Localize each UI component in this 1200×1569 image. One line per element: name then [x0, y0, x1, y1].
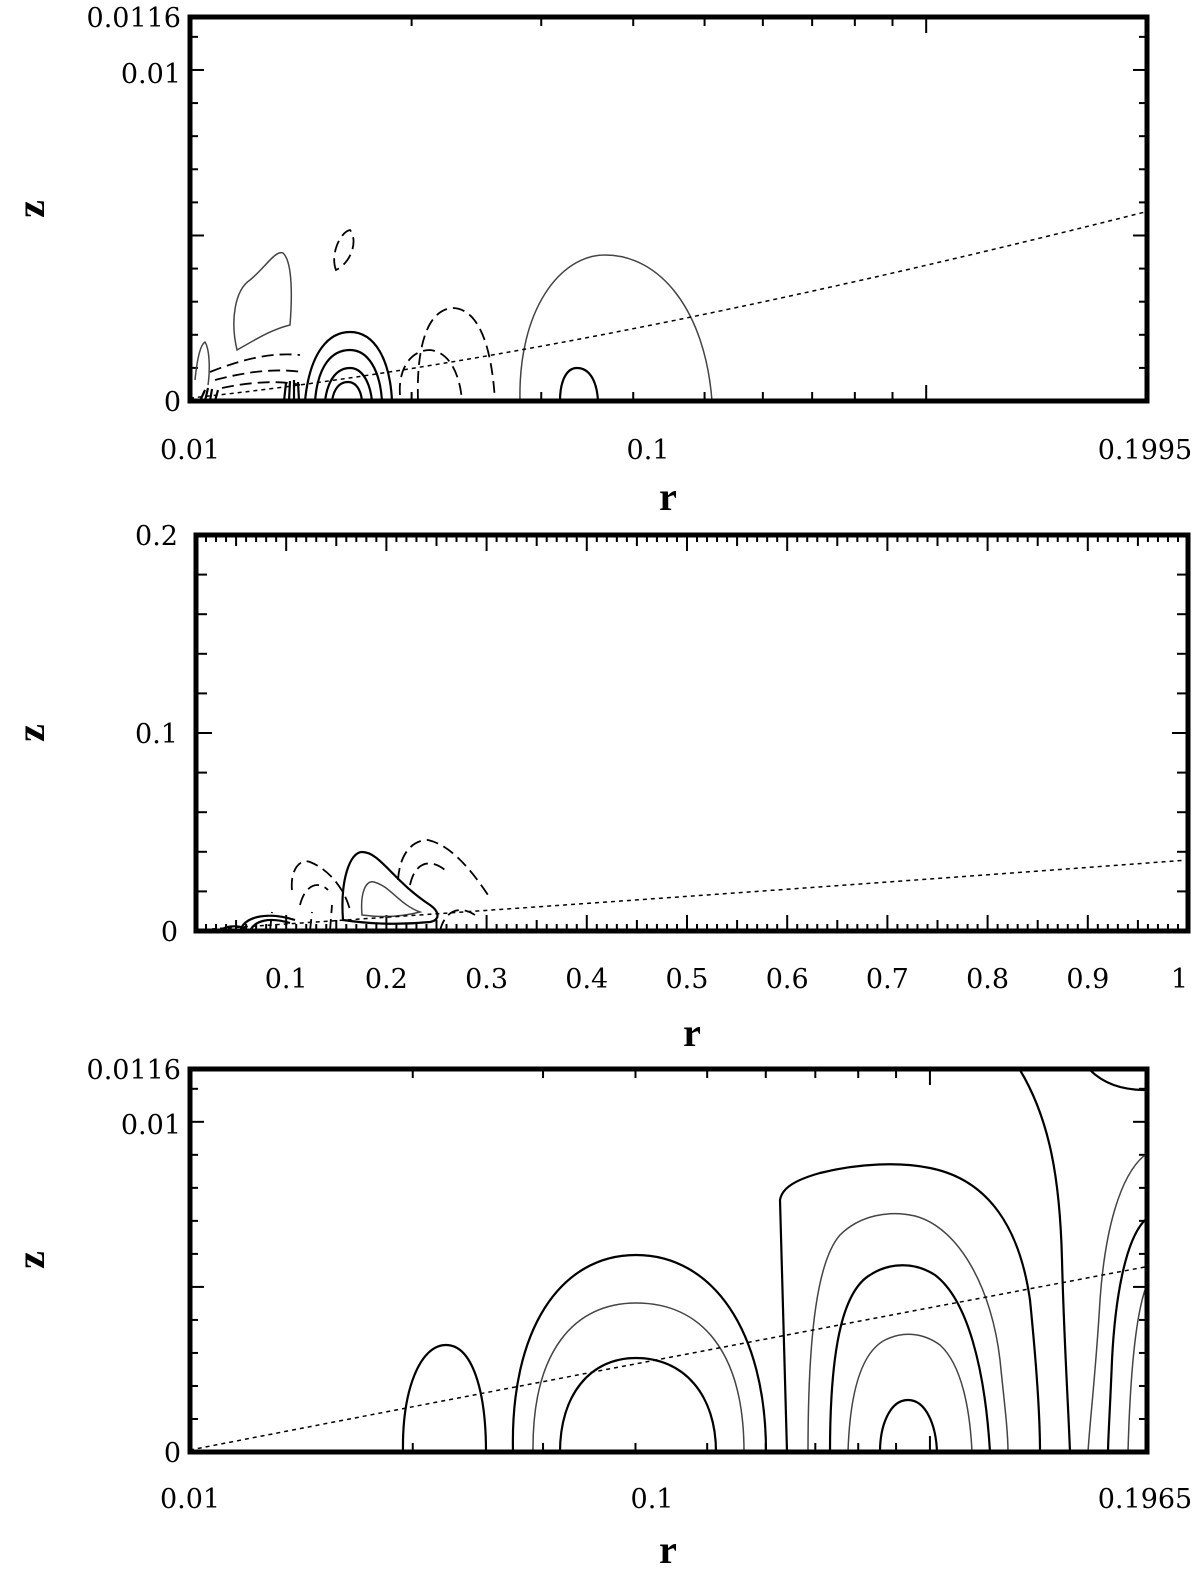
- contour-line: [1089, 1069, 1146, 1092]
- contour-line: [1106, 1219, 1146, 1453]
- y-tick-label-0: 0: [164, 1438, 181, 1469]
- contour-line: [511, 1253, 768, 1453]
- contour-line: [398, 349, 463, 402]
- x-tick-label: 0.4: [565, 964, 608, 995]
- contour-line: [209, 353, 301, 373]
- y-axis-title: z: [8, 200, 53, 218]
- y-tick-label-0.0116: 0.0116: [87, 1055, 181, 1086]
- contour-line: [1087, 1154, 1146, 1453]
- panel-3-contours: [189, 1069, 1146, 1453]
- y-axis-title: z: [8, 724, 53, 742]
- panel-2-x-tick-labels: 0.1 0.2 0.3 0.4 0.5 0.6 0.7 0.8 0.9 1: [265, 964, 1188, 995]
- contour-line: [341, 850, 439, 925]
- y-tick-label-0.1: 0.1: [135, 719, 178, 750]
- panel-2: 0.2 0.1 0 0.1 0.2 0.3 0.4 0.5 0.6 0.7 0.8 0.9 1 r…: [8, 521, 1191, 1055]
- y-axis-title: z: [8, 1251, 53, 1269]
- panel-1: 0.0116 0.01 0 0.01 0.1 0.1995 r z: [8, 3, 1192, 519]
- x-tick-label: 1: [1171, 964, 1188, 995]
- panel-1-frame: [187, 14, 1150, 404]
- contour-line: [248, 918, 291, 932]
- panel-1-contours: [189, 211, 1146, 402]
- x-tick-label: 0.9: [1066, 964, 1109, 995]
- panel-2-ticks: [195, 534, 1189, 932]
- contour-line: [214, 369, 303, 381]
- contour-line: [409, 862, 446, 886]
- panel-1-ticks: [189, 17, 1147, 402]
- y-tick-label-0.2: 0.2: [135, 521, 178, 552]
- x-axis-title: r: [659, 474, 677, 519]
- contour-line: [828, 1264, 992, 1453]
- x-tick-label-0.01: 0.01: [160, 1484, 220, 1515]
- x-tick-label: 0.8: [966, 964, 1009, 995]
- x-axis-title: r: [659, 1527, 677, 1569]
- contour-line: [323, 366, 374, 402]
- y-tick-label-0.01: 0.01: [121, 1110, 181, 1141]
- contour-line: [439, 909, 476, 932]
- contour-line: [269, 904, 333, 932]
- panel-3: 0.0116 0.01 0 0.01 0.1 0.1965 r z: [8, 1055, 1192, 1569]
- contour-line: [401, 1343, 488, 1453]
- contour-line: [878, 1398, 939, 1453]
- contour-line: [847, 1333, 973, 1453]
- x-tick-label: 0.7: [866, 964, 909, 995]
- contour-line: [519, 254, 713, 402]
- contour-line: [558, 1356, 718, 1453]
- contour-line: [807, 1212, 1009, 1453]
- panel-2-contours: [195, 839, 1189, 932]
- x-axis-title: r: [683, 1010, 701, 1055]
- contour-line: [1019, 1069, 1072, 1453]
- contour-line: [558, 366, 600, 402]
- reference-line: [189, 1266, 1146, 1451]
- x-tick-label-0.1965: 0.1965: [1098, 1484, 1192, 1515]
- x-tick-label-0.01: 0.01: [160, 435, 220, 466]
- contour-line: [290, 860, 351, 911]
- contour-line: [360, 881, 423, 918]
- contour-line: [233, 252, 293, 352]
- contour-line: [1127, 1289, 1146, 1453]
- x-tick-label: 0.1: [265, 964, 308, 995]
- x-tick-label: 0.2: [365, 964, 408, 995]
- contour-line: [330, 380, 364, 402]
- x-tick-label: 0.6: [766, 964, 809, 995]
- x-tick-label-0.1995: 0.1995: [1098, 435, 1192, 466]
- contour-line: [313, 348, 384, 402]
- x-tick-label: 0.3: [465, 964, 508, 995]
- y-tick-label-0.01: 0.01: [121, 59, 181, 90]
- x-tick-label-0.1: 0.1: [627, 435, 670, 466]
- contour-line: [303, 330, 394, 402]
- y-tick-label-0.0116: 0.0116: [87, 3, 181, 34]
- contour-line: [299, 884, 329, 906]
- y-tick-label-0: 0: [161, 917, 178, 948]
- contour-line: [397, 839, 489, 896]
- reference-line: [189, 211, 1146, 399]
- y-tick-label-0: 0: [164, 387, 181, 418]
- contour-line: [194, 340, 210, 386]
- contour-line: [333, 229, 355, 272]
- contour-line: [778, 1163, 1042, 1453]
- panel-2-frame: [193, 532, 1191, 934]
- x-tick-label-0.1: 0.1: [631, 1484, 674, 1515]
- contour-line: [416, 307, 496, 402]
- x-tick-label: 0.5: [666, 964, 709, 995]
- contour-line: [532, 1302, 745, 1453]
- panel-3-frame: [187, 1066, 1150, 1455]
